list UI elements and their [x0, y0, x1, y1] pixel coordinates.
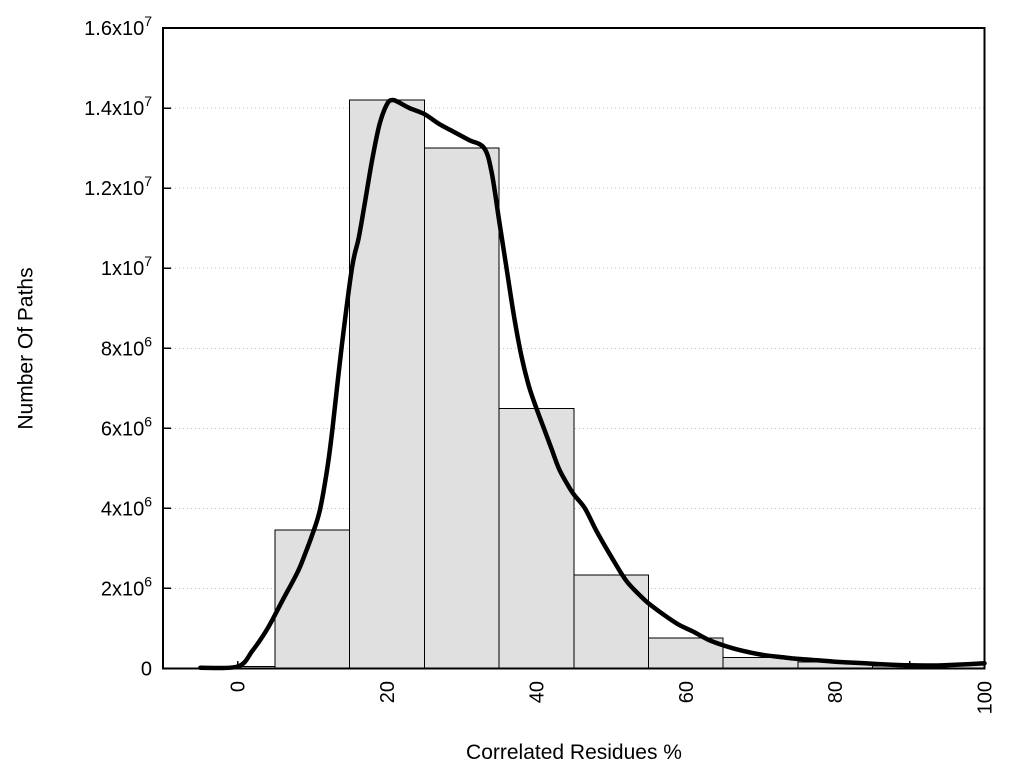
x-axis-title: Correlated Residues % — [466, 741, 682, 764]
x-tick-label: 100 — [975, 681, 997, 714]
y-tick-label: 1.4x107 — [84, 93, 152, 120]
x-tick-label: 40 — [526, 681, 548, 703]
x-tick-label: 0 — [228, 681, 250, 692]
histogram-bar — [423, 147, 500, 669]
histogram-bar — [573, 574, 649, 669]
y-tick-label: 6x106 — [101, 413, 152, 440]
x-tick-label: 20 — [377, 681, 399, 703]
y-tick-label: 2x106 — [101, 573, 152, 600]
y-axis-title: Number Of Paths — [14, 267, 38, 430]
y-tick-label: 4x106 — [101, 493, 152, 520]
histogram-bar — [274, 529, 351, 669]
y-tick-label: 1.2x107 — [84, 173, 152, 200]
y-tick-label: 1.6x107 — [84, 13, 152, 40]
histogram-bar — [498, 407, 575, 669]
plot-border — [162, 27, 986, 670]
density-curve — [198, 97, 987, 671]
y-tick-label: 1x107 — [101, 253, 152, 280]
x-tick-label: 80 — [825, 681, 847, 703]
x-tick-label: 60 — [676, 681, 698, 703]
y-tick-label: 8x106 — [101, 333, 152, 360]
y-tick-label: 0 — [141, 659, 152, 681]
histogram-bar — [349, 99, 425, 669]
